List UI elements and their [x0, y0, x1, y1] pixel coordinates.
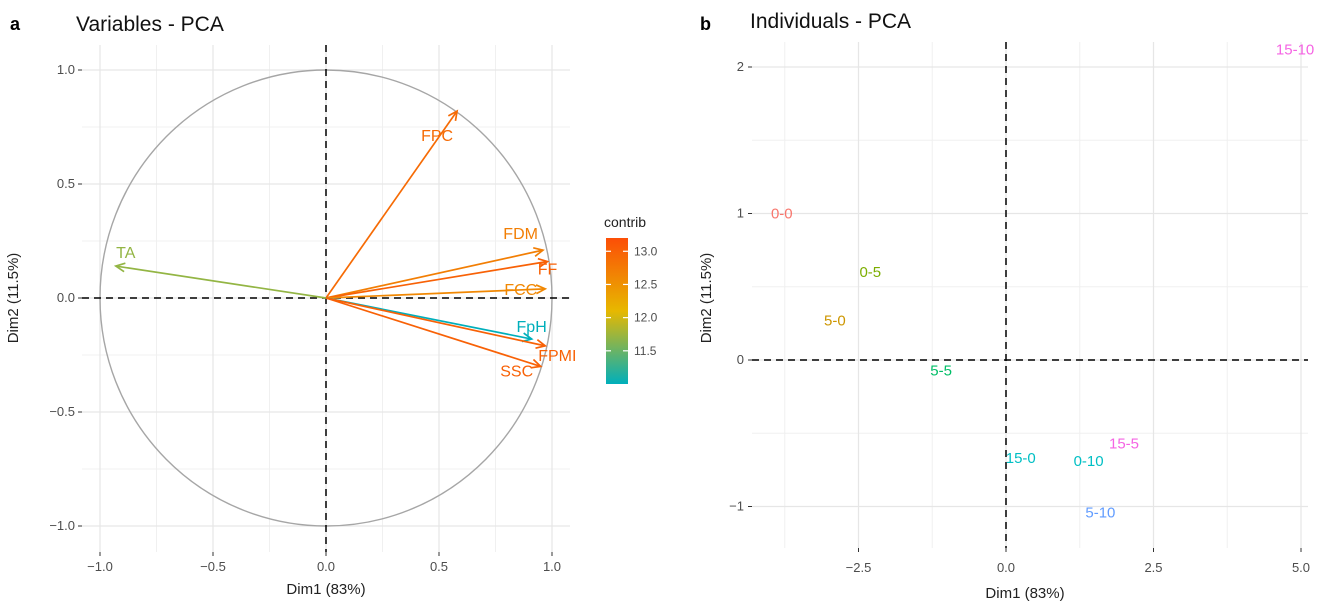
arrow-ssc [326, 298, 541, 366]
individual-label-0-10: 0-10 [1074, 453, 1104, 470]
panel-a-ytick-label: 0.5 [57, 176, 75, 191]
individual-label-5-10: 5-10 [1085, 504, 1115, 521]
panel-a-grid [78, 45, 570, 556]
panel-a-title: Variables - PCA [76, 13, 224, 36]
arrow-fpmi [326, 298, 545, 346]
panel-a-ytick-label: −0.5 [49, 404, 75, 419]
variable-label-ff: FF [538, 262, 558, 279]
legend-tick-label: 13.0 [634, 244, 658, 258]
panel-b-letter: b [700, 14, 711, 34]
individual-label-5-5: 5-5 [930, 362, 952, 379]
panel-a-xlabel: Dim1 (83%) [286, 581, 365, 598]
arrow-ta [116, 266, 326, 298]
legend-colorbar [606, 238, 628, 384]
panel-a-xtick-label: 0.5 [430, 559, 448, 574]
panel-b-xtick-label: −2.5 [846, 560, 872, 575]
panel-b-title: Individuals - PCA [750, 10, 911, 33]
panel-b-grid [748, 42, 1308, 552]
individual-label-5-0: 5-0 [824, 312, 846, 329]
individual-label-15-10: 15-10 [1276, 41, 1314, 58]
panel-a-xtick-label: −1.0 [87, 559, 113, 574]
variable-label-fpc: FPC [421, 128, 453, 145]
legend-tick-label: 12.0 [634, 311, 658, 325]
individual-label-0-5: 0-5 [859, 264, 881, 281]
panel-b-xtick-label: 5.0 [1292, 560, 1310, 575]
panel-a-plot: −1.0 −0.5 0.0 0.5 1.0 −1.0 −0.5 0.0 0.5 1.0 FPC FDM… [49, 45, 576, 574]
panel-a-xtick-label: 0.0 [317, 559, 335, 574]
individual-label-0-0: 0-0 [771, 206, 793, 223]
panel-b-ylabel: Dim2 (11.5%) [698, 253, 715, 344]
individual-label-15-0: 15-0 [1006, 450, 1036, 467]
panel-b-ytick-label: 0 [737, 352, 744, 367]
panel-a-xtick-label: 1.0 [543, 559, 561, 574]
legend-tick-label: 12.5 [634, 277, 658, 291]
variable-label-fcc: FCC [504, 282, 537, 299]
panel-b-ytick-label: 2 [737, 59, 744, 74]
panel-a-xtick-label: −0.5 [200, 559, 226, 574]
panel-a-ytick-label: −1.0 [49, 518, 75, 533]
panel-a-ytick-label: 1.0 [57, 62, 75, 77]
panel-a-ylabel: Dim2 (11.5%) [5, 253, 22, 344]
panel-a-ytick-label: 0.0 [57, 290, 75, 305]
panel-b-xtick-label: 2.5 [1144, 560, 1162, 575]
panel-b-xlabel: Dim1 (83%) [985, 585, 1064, 602]
variable-label-fpmi: FPMI [538, 348, 576, 365]
individual-label-15-5: 15-5 [1109, 436, 1139, 453]
panel-b-ytick-label: −1 [729, 499, 744, 514]
legend-tick-label: 11.5 [634, 344, 657, 358]
legend-title: contrib [604, 214, 646, 230]
panel-b-xtick-label: 0.0 [997, 560, 1015, 575]
variable-label-fdm: FDM [503, 226, 538, 243]
variable-label-fph: FpH [517, 319, 547, 336]
panel-b-ytick-label: 1 [737, 206, 744, 221]
variable-label-ssc: SSC [500, 363, 533, 380]
panel-b-plot: −2.5 0.0 2.5 5.0 −1 0 1 2 15-10 0-0 0-5 5-0 5-5 15-5 1… [729, 41, 1314, 575]
variable-label-ta: TA [116, 245, 136, 262]
panel-a-letter: a [10, 14, 21, 34]
